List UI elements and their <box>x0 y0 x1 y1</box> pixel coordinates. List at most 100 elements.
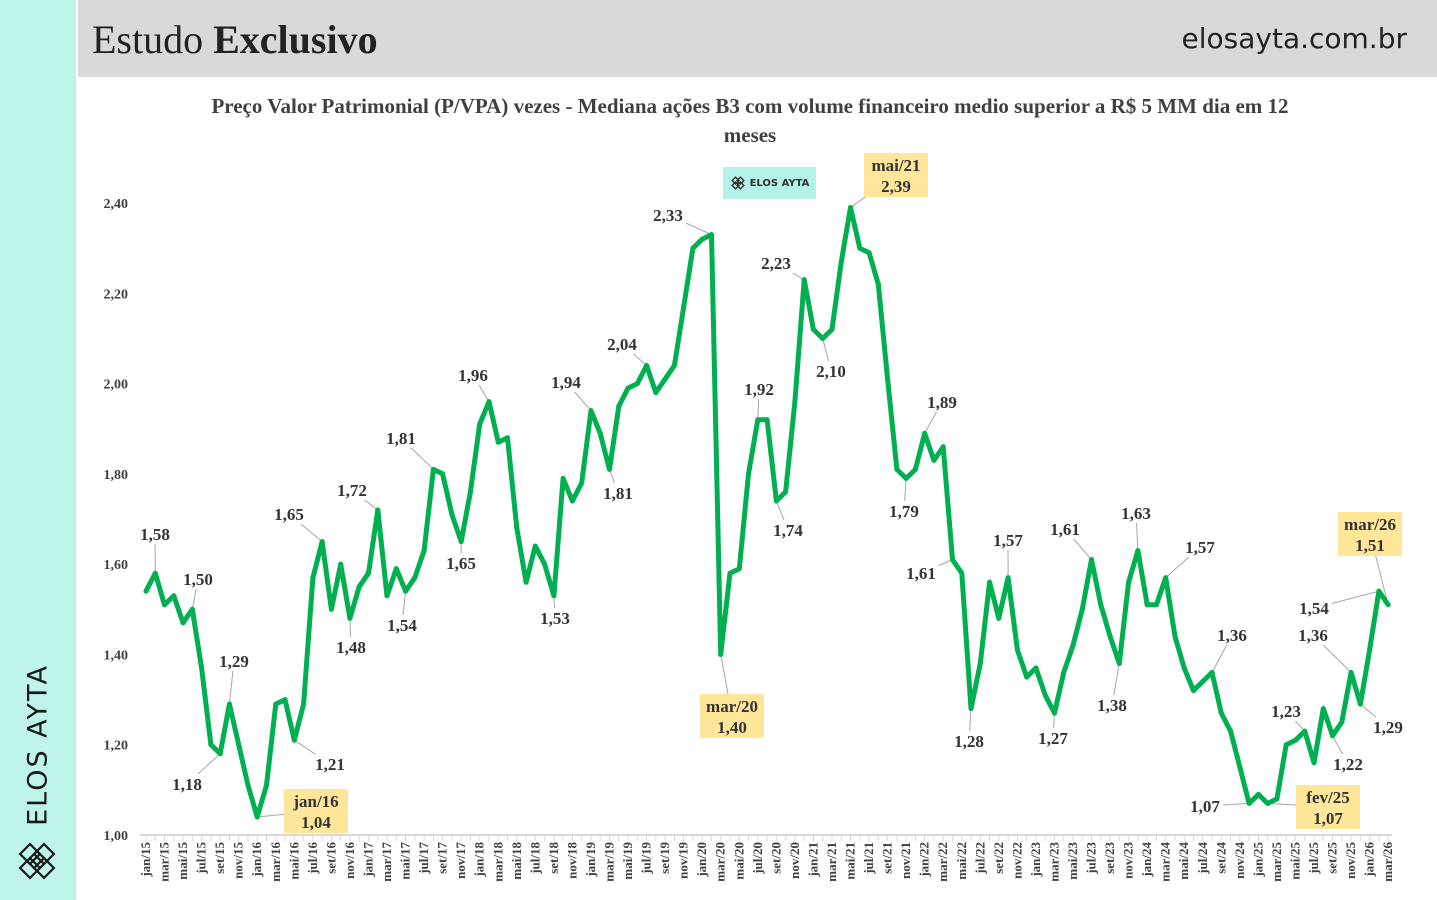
annotation-bg <box>903 563 939 583</box>
data-point <box>523 579 529 585</box>
data-point <box>449 512 455 518</box>
x-tick-label: mar/17 <box>379 842 394 882</box>
x-tick-label: set/22 <box>991 842 1006 874</box>
x-tick-label: mar/24 <box>1158 842 1173 882</box>
data-point <box>1200 679 1206 685</box>
annotation-value: 1,07 <box>1313 809 1343 828</box>
annotation-value: 2,10 <box>816 362 846 381</box>
data-point <box>699 236 705 242</box>
data-point <box>1311 760 1317 766</box>
data-point <box>1005 575 1011 581</box>
data-point <box>1348 669 1354 675</box>
badge-label: ELOS AYTA <box>749 177 810 189</box>
data-point <box>1265 800 1271 806</box>
data-point <box>403 588 409 594</box>
highlight-box <box>1338 512 1402 556</box>
data-point <box>375 507 381 513</box>
data-point <box>1014 647 1020 653</box>
annotation-value: 1,51 <box>1355 536 1385 555</box>
data-point <box>838 259 844 265</box>
data-point <box>773 498 779 504</box>
data-point <box>1153 602 1159 608</box>
data-point <box>653 390 659 396</box>
annotation-bg <box>604 334 640 354</box>
data-point <box>347 615 353 621</box>
highlight-box <box>864 153 928 197</box>
data-point <box>551 593 557 599</box>
data-point <box>708 232 714 238</box>
x-tick-label: mai/18 <box>509 842 524 880</box>
data-point <box>671 363 677 369</box>
x-tick-label: mai/19 <box>620 842 635 880</box>
x-tick-label: jul/15 <box>194 842 209 875</box>
data-point <box>486 399 492 405</box>
data-point <box>931 457 937 463</box>
annotation-bg <box>384 615 420 635</box>
data-point <box>1070 642 1076 648</box>
data-point <box>848 205 854 211</box>
data-point <box>792 399 798 405</box>
data-point <box>1302 728 1308 734</box>
x-tick-label: nov/19 <box>676 842 691 879</box>
sidebar: ELOS AYTA <box>0 0 76 900</box>
annotation-bg <box>455 365 491 385</box>
x-tick-label: nov/21 <box>898 842 913 879</box>
annotation-value: 1,40 <box>717 718 747 737</box>
annotation-bg <box>1094 695 1130 715</box>
data-point <box>1218 710 1224 716</box>
data-point <box>245 782 251 788</box>
annotation-value: 1,57 <box>1185 538 1215 557</box>
x-tick-label: set/16 <box>323 842 338 874</box>
x-tick-label: set/18 <box>546 842 561 874</box>
x-tick-label: nov/16 <box>342 842 357 879</box>
data-point <box>597 430 603 436</box>
annotation-value: 1,61 <box>1050 520 1080 539</box>
x-tick-label: mai/24 <box>1176 842 1191 880</box>
x-tick-label: nov/17 <box>453 842 468 879</box>
x-tick-label: jul/19 <box>639 842 654 875</box>
data-point <box>338 561 344 567</box>
y-tick-label: 1,00 <box>104 829 129 844</box>
annotation-value: 1,07 <box>1190 797 1220 816</box>
data-point <box>940 444 946 450</box>
annotation-value: 1,74 <box>773 521 803 540</box>
x-tick-label: mai/25 <box>1287 842 1302 880</box>
header: Estudo Exclusivo elosayta.com.br <box>78 0 1437 77</box>
data-point <box>189 606 195 612</box>
data-point <box>1144 602 1150 608</box>
data-point <box>894 466 900 472</box>
x-tick-label: mar/22 <box>935 842 950 882</box>
x-tick-label: jul/16 <box>305 842 320 875</box>
annotation-bg <box>333 637 369 657</box>
annotation-value: 1,81 <box>603 484 633 503</box>
annotation-bg <box>1187 796 1223 816</box>
data-point <box>857 245 863 251</box>
x-tick-label: set/20 <box>768 842 783 874</box>
x-tick-label: mai/21 <box>843 842 858 880</box>
data-point <box>820 335 826 341</box>
annotation-value: 1,94 <box>551 373 581 392</box>
highlight-box <box>284 789 348 833</box>
x-tick-label: jul/20 <box>750 842 765 875</box>
data-point <box>1274 796 1280 802</box>
annotation-bg <box>537 608 573 628</box>
data-point <box>875 281 881 287</box>
annotation-bg <box>334 480 370 500</box>
x-tick-label: mai/17 <box>398 842 413 880</box>
annotation-value: 2,23 <box>761 254 791 273</box>
x-tick-label: nov/22 <box>1009 842 1024 879</box>
x-tick-label: mar/20 <box>713 842 728 882</box>
x-tick-label: mar/18 <box>490 842 505 882</box>
annotation-bg <box>443 553 479 573</box>
data-point <box>282 697 288 703</box>
data-point <box>755 417 761 423</box>
annotation-bg <box>1296 598 1332 618</box>
data-point <box>1228 728 1234 734</box>
data-point <box>171 593 177 599</box>
annotation-bg <box>650 205 686 225</box>
data-point <box>236 742 242 748</box>
data-point <box>607 466 612 472</box>
annotation-bg <box>886 501 922 521</box>
site-link[interactable]: elosayta.com.br <box>1181 22 1407 55</box>
data-point <box>959 570 965 576</box>
